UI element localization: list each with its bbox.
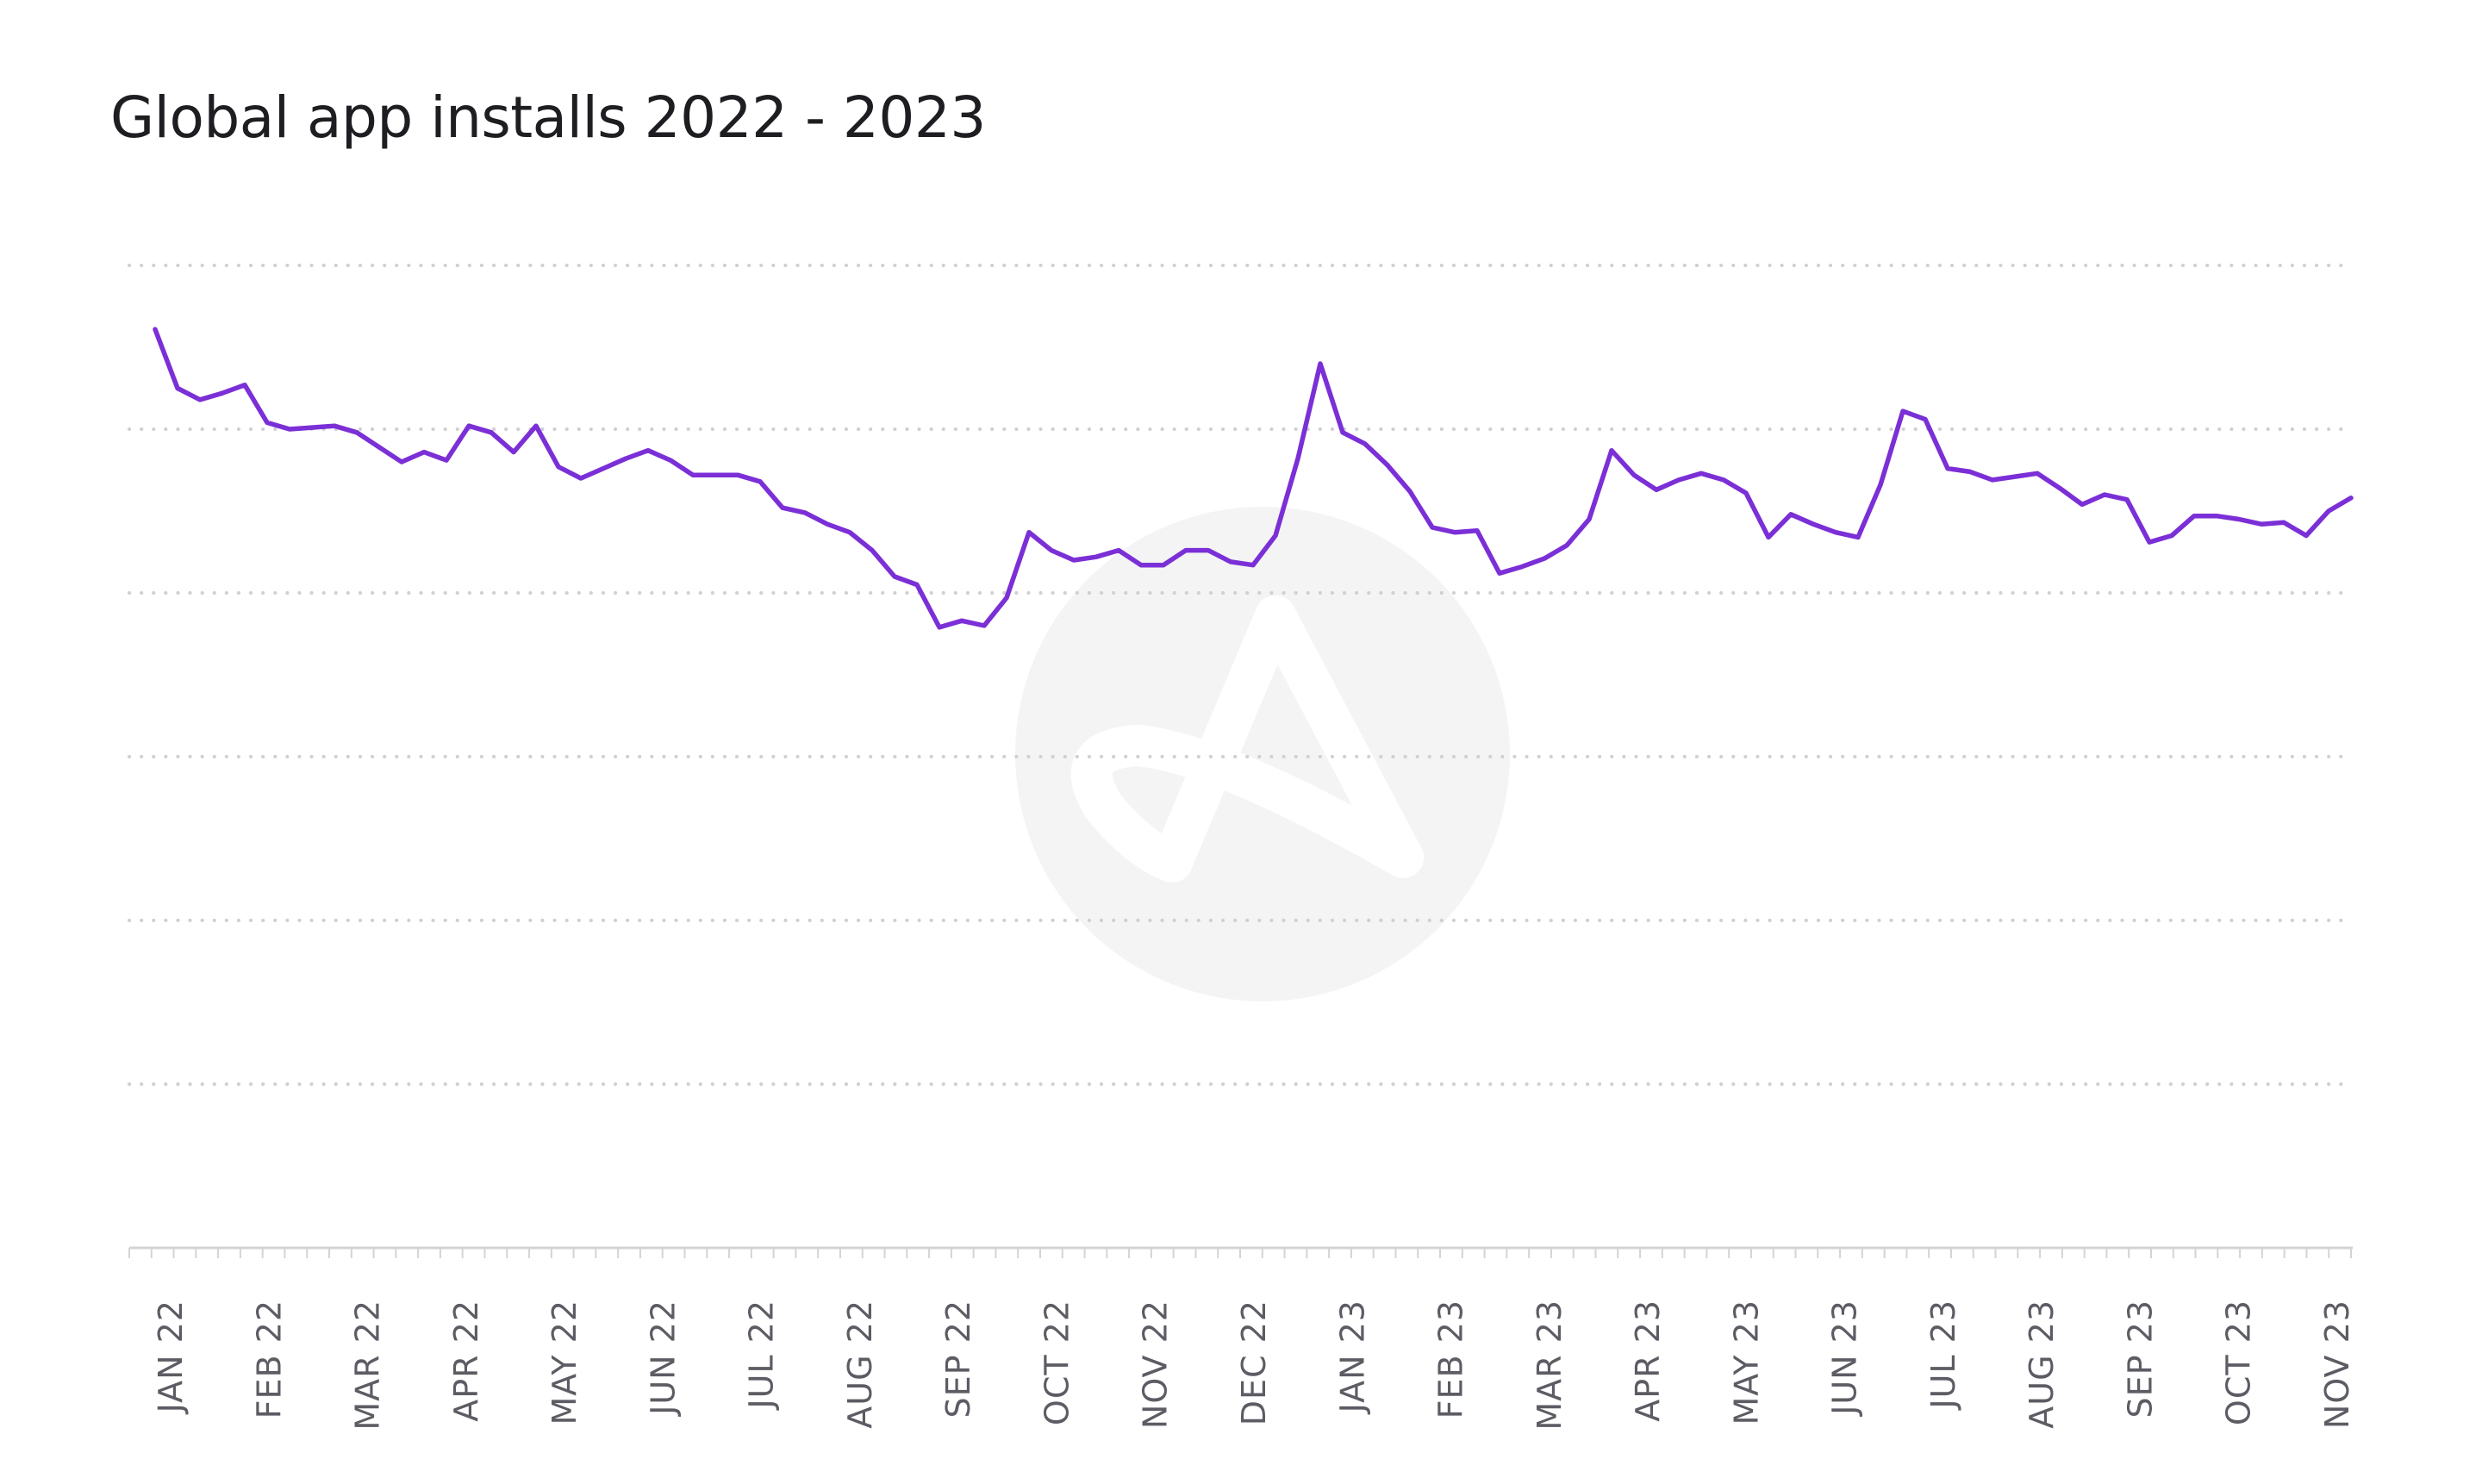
x-tick-label: SEP 23 xyxy=(2122,1300,2160,1418)
x-tick-label: MAR 22 xyxy=(349,1300,387,1431)
x-tick-label: JUL 23 xyxy=(1924,1300,1962,1411)
x-tick-label: APR 22 xyxy=(447,1300,485,1422)
x-tick-label: JUN 23 xyxy=(1826,1300,1864,1417)
x-tick-label: OCT 22 xyxy=(1038,1300,1076,1425)
x-tick-label: FEB 22 xyxy=(250,1300,288,1419)
x-tick-label: JAN 22 xyxy=(152,1300,190,1414)
x-tick-label: FEB 23 xyxy=(1432,1300,1470,1419)
series-group xyxy=(153,327,2354,630)
chart-title: Global app installs 2022 - 2023 xyxy=(110,84,986,151)
x-tick-label: APR 23 xyxy=(1629,1300,1667,1422)
x-tick-label: MAR 23 xyxy=(1531,1300,1568,1431)
x-axis: JAN 22 FEB 22 MAR 22 APR 22 MAY 22 JUN 22 JUL … xyxy=(128,1246,2356,1431)
logo-watermark xyxy=(1015,507,1510,1001)
x-tick-label: MAY 22 xyxy=(546,1300,583,1425)
x-tick-label: DEC 22 xyxy=(1235,1300,1273,1425)
series-line xyxy=(153,327,2354,630)
x-tick-label: NOV 23 xyxy=(2318,1300,2356,1429)
x-tick-label: OCT 23 xyxy=(2220,1300,2258,1425)
x-tick-label: JAN 23 xyxy=(1333,1300,1371,1414)
x-tick-label: NOV 22 xyxy=(1137,1300,1175,1429)
x-tick-label: JUL 22 xyxy=(743,1300,781,1411)
x-tick-label: AUG 22 xyxy=(841,1300,879,1429)
x-tick-label: AUG 23 xyxy=(2023,1300,2061,1429)
x-tick-label: JUN 22 xyxy=(644,1300,682,1417)
x-tick-label: MAY 23 xyxy=(1727,1300,1765,1425)
x-tick-label: SEP 22 xyxy=(939,1300,977,1418)
